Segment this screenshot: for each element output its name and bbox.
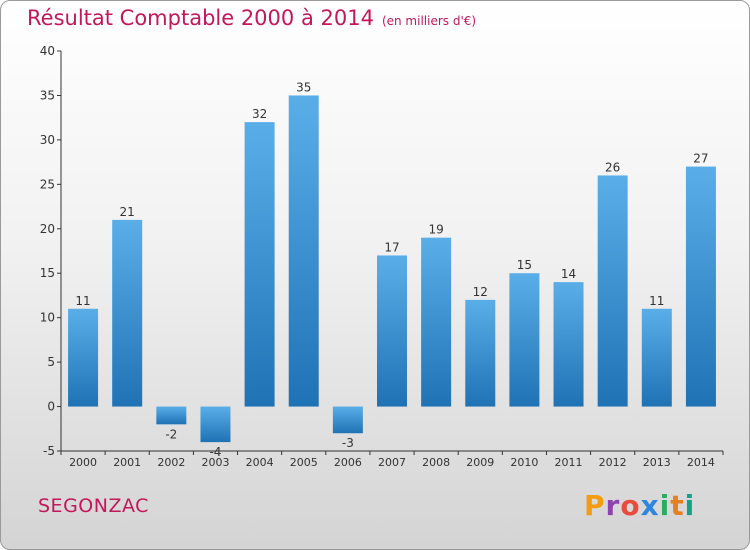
x-tick-label: 2013 — [643, 456, 671, 469]
data-label: 17 — [384, 240, 399, 254]
x-tick-label: 2014 — [687, 456, 715, 469]
chart-subtitle: (en milliers d'€) — [381, 14, 477, 28]
data-label: -3 — [342, 436, 354, 450]
data-labels: 11 21 -2 -4 32 35 -3 17 19 12 15 14 26 11 27 — [75, 80, 708, 459]
x-tick-label: 2009 — [466, 456, 494, 469]
x-tick-label: 2005 — [290, 456, 318, 469]
bar — [377, 255, 407, 407]
y-tick-label: 40 — [40, 44, 55, 58]
y-tick-label: 15 — [40, 266, 55, 280]
proxiti-logo: Proxiti — [584, 489, 695, 522]
bar — [421, 237, 452, 407]
x-tick-label: 2006 — [334, 456, 362, 469]
x-tick-label: 2003 — [201, 456, 229, 469]
brand-letter: o — [620, 489, 641, 522]
y-tick-label: 35 — [40, 88, 55, 102]
x-tick-label: 2010 — [510, 456, 538, 469]
bar — [685, 166, 716, 407]
bar — [553, 282, 584, 407]
y-tick-label: 20 — [40, 222, 55, 236]
data-label: -2 — [165, 427, 177, 441]
title-text: Résultat Comptable 2000 à 2014 — [27, 6, 374, 30]
brand-letter: i — [659, 489, 671, 522]
brand-letter: r — [605, 489, 621, 522]
data-label: 21 — [120, 205, 135, 219]
y-tick-label: 10 — [40, 311, 55, 325]
bar — [200, 406, 231, 443]
y-tick-label: -5 — [43, 444, 55, 458]
axes: -5 0 5 10 15 20 25 30 35 40 2000 2001 2002 2003 2004 20… — [40, 44, 724, 469]
bar — [465, 299, 496, 407]
brand-letter: i — [684, 489, 696, 522]
data-label: 15 — [517, 258, 532, 272]
x-tick-label: 2007 — [378, 456, 406, 469]
x-tick-label: 2002 — [157, 456, 185, 469]
data-label: 11 — [649, 294, 664, 308]
bar — [244, 122, 275, 407]
y-tick-label: 0 — [47, 400, 55, 414]
commune-name: SEGONZAC — [38, 495, 149, 517]
data-label: 12 — [473, 285, 488, 299]
bar — [597, 175, 628, 407]
bar — [641, 308, 672, 407]
data-label: 32 — [252, 107, 267, 121]
data-label: 19 — [428, 223, 443, 237]
brand-letter: P — [584, 489, 606, 522]
bar — [156, 406, 187, 425]
x-tick-label: 2008 — [422, 456, 450, 469]
bars — [68, 95, 716, 443]
data-label: 35 — [296, 80, 311, 94]
bar — [68, 308, 99, 407]
bar — [509, 273, 540, 407]
chart-title: Résultat Comptable 2000 à 2014 (en millie… — [27, 6, 476, 30]
data-label: 26 — [605, 160, 620, 174]
bar — [332, 406, 363, 434]
x-tick-label: 2011 — [555, 456, 583, 469]
data-label: 14 — [561, 267, 576, 281]
y-tick-label: 25 — [40, 177, 55, 191]
x-tick-label: 2004 — [246, 456, 274, 469]
data-label: 11 — [75, 294, 90, 308]
brand-letter: x — [640, 489, 660, 522]
y-tick-label: 5 — [47, 355, 55, 369]
bar — [288, 95, 319, 407]
brand-letter: t — [670, 489, 685, 522]
data-label: 27 — [693, 152, 708, 166]
x-tick-label: 2012 — [599, 456, 627, 469]
y-tick-label: 30 — [40, 133, 55, 147]
x-tick-label: 2001 — [113, 456, 141, 469]
data-label: -4 — [209, 445, 221, 459]
bar — [112, 219, 143, 407]
x-tick-label: 2000 — [69, 456, 97, 469]
